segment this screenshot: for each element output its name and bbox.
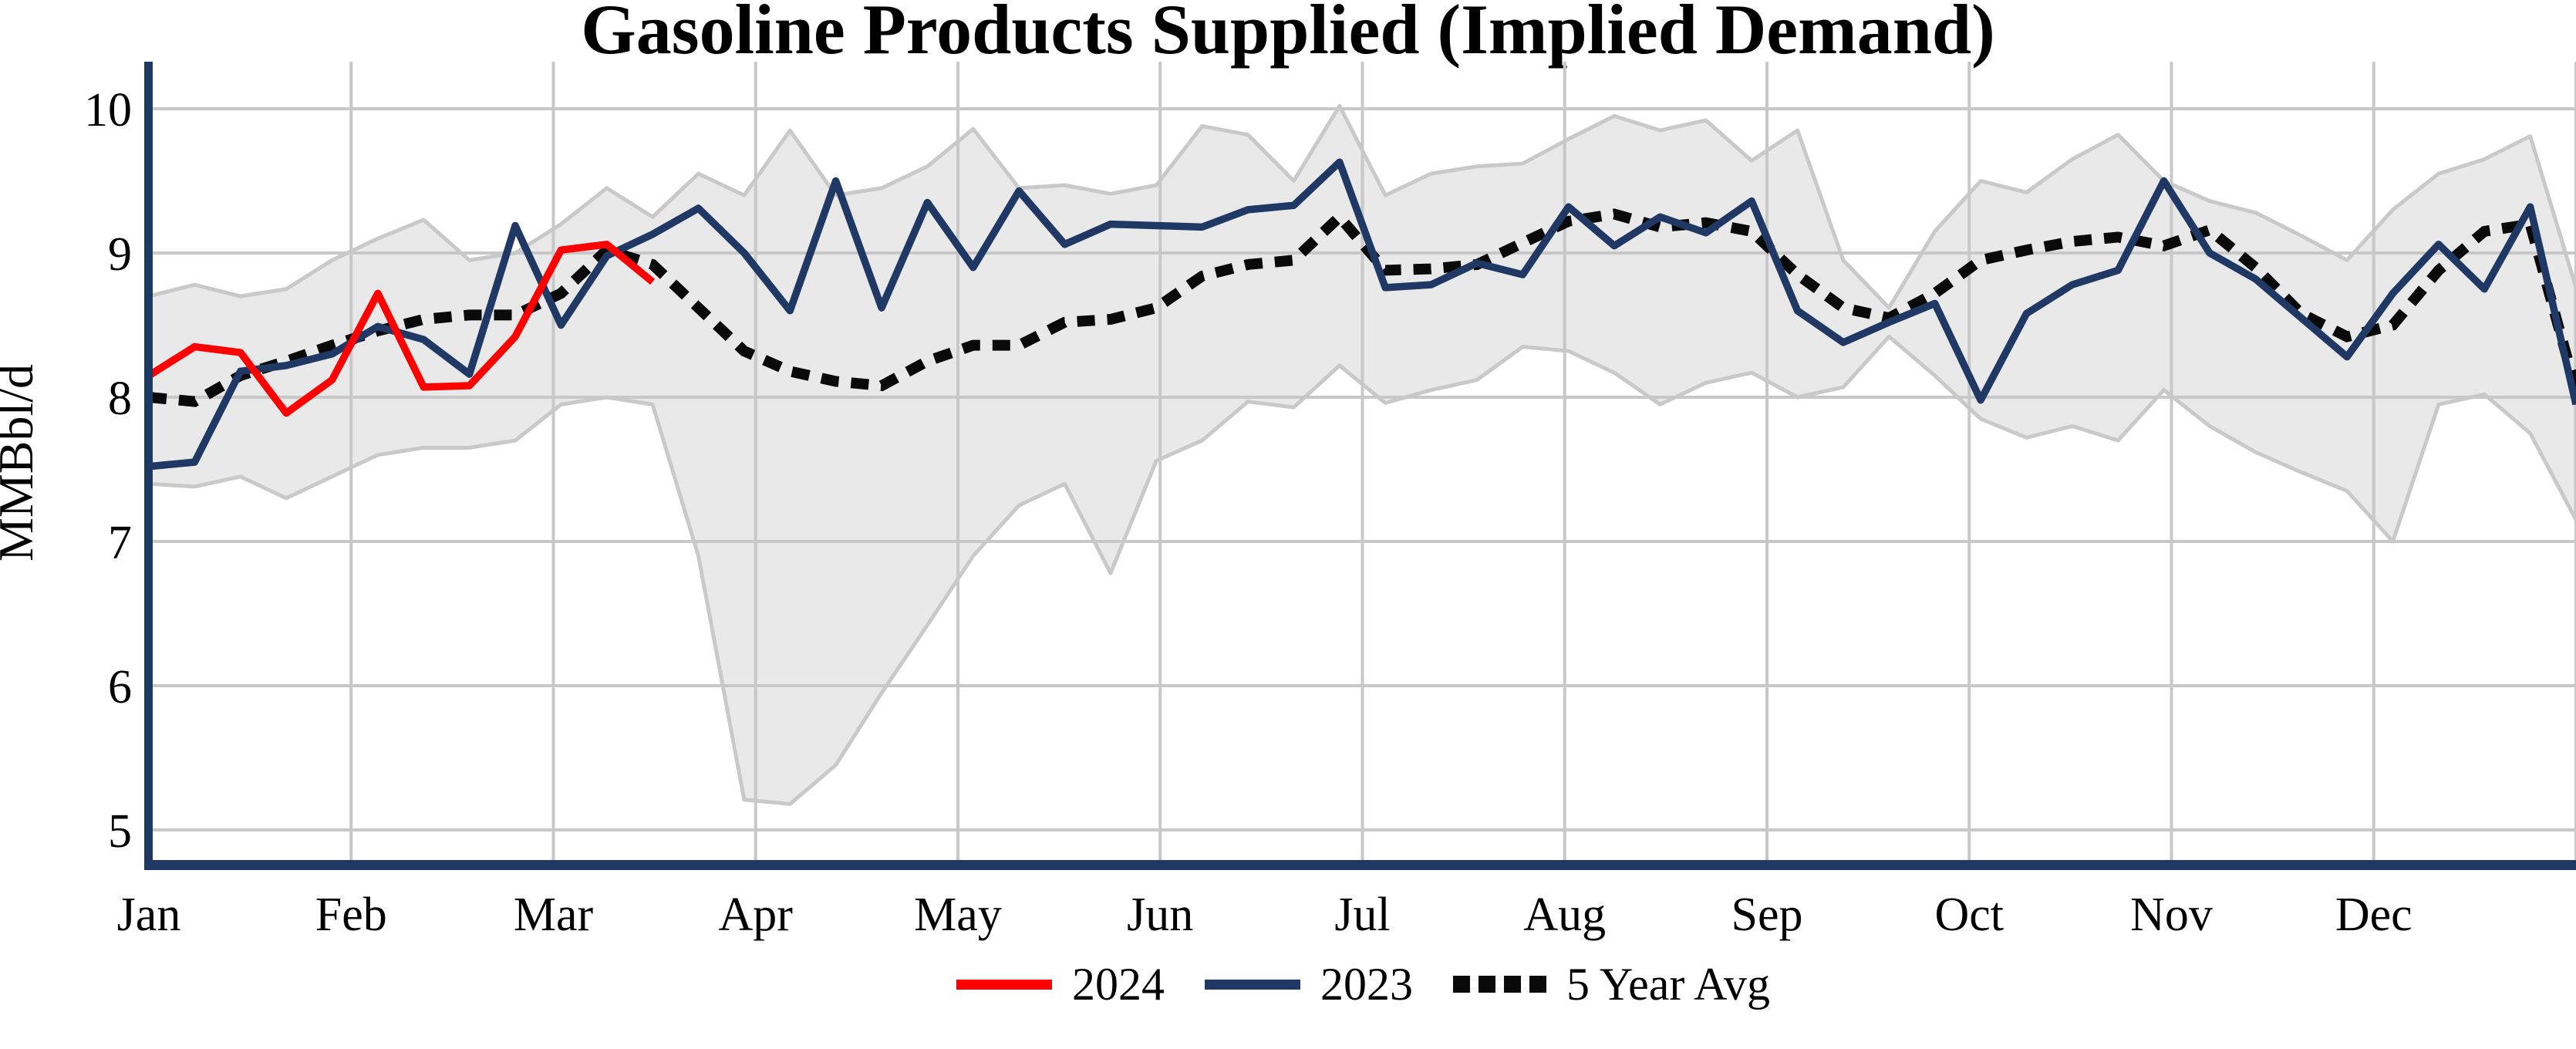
y-tick-label-9: 9 bbox=[108, 228, 132, 281]
x-month-label-may: May bbox=[914, 889, 1002, 941]
y-tick-label-5: 5 bbox=[108, 805, 132, 858]
line-5-year-avg bbox=[148, 208, 2576, 407]
legend-swatch-2024-line bbox=[956, 979, 1053, 990]
legend-item-2023: 2023 bbox=[1205, 961, 1413, 1007]
x-month-label-jan: Jan bbox=[117, 889, 181, 941]
x-month-label-sep: Sep bbox=[1731, 889, 1803, 941]
x-month-label-aug: Aug bbox=[1523, 889, 1606, 941]
legend-item-5yr-avg: 5 Year Avg bbox=[1453, 961, 1770, 1007]
y-tick-label-6: 6 bbox=[108, 661, 132, 713]
legend-label-2023: 2023 bbox=[1320, 959, 1414, 1010]
x-month-label-apr: Apr bbox=[719, 889, 794, 941]
x-axis-spine bbox=[144, 860, 2576, 870]
x-month-label-mar: Mar bbox=[514, 889, 594, 941]
x-month-label-jul: Jul bbox=[1334, 889, 1390, 941]
chart-title: Gasoline Products Supplied (Implied Dema… bbox=[581, 0, 1995, 69]
y-tick-label-8: 8 bbox=[108, 373, 132, 425]
legend-swatch-2023-line bbox=[1205, 979, 1301, 990]
y-axis-spine bbox=[144, 62, 153, 870]
x-month-label-nov: Nov bbox=[2130, 889, 2213, 941]
legend-label-2024: 2024 bbox=[1072, 959, 1165, 1010]
x-month-label-feb: Feb bbox=[315, 889, 387, 941]
legend-item-2024: 2024 bbox=[956, 961, 1165, 1007]
x-month-label-dec: Dec bbox=[2335, 889, 2412, 941]
chart-legend: 2024 2023 5 Year Avg bbox=[0, 961, 2576, 1007]
line-2023 bbox=[148, 158, 2576, 471]
y-tick-label-7: 7 bbox=[108, 517, 132, 569]
line-2024 bbox=[147, 241, 656, 417]
y-axis-title: MMBbl/d bbox=[0, 364, 43, 562]
legend-label-5yr-avg: 5 Year Avg bbox=[1566, 959, 1770, 1010]
x-month-label-jun: Jun bbox=[1127, 889, 1193, 941]
x-month-label-oct: Oct bbox=[1934, 889, 2004, 941]
legend-swatch-5yr-dotted bbox=[1453, 976, 1547, 993]
y-tick-label-10: 10 bbox=[84, 84, 132, 137]
